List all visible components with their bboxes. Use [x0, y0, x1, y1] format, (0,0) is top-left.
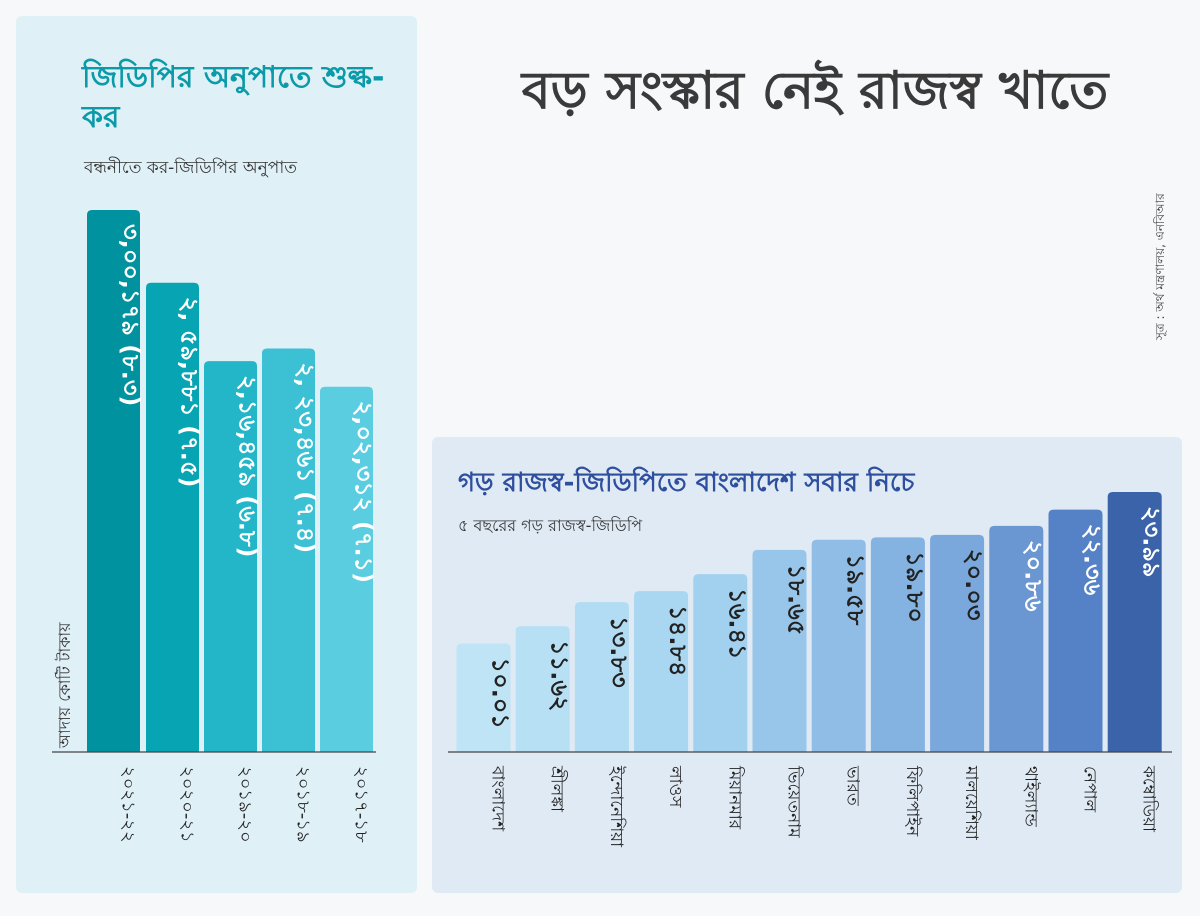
right-x-tick-4: মিয়ানমার — [724, 765, 745, 830]
right-bar-8 — [930, 534, 985, 752]
left-bar-label-0: ৩,০০,১৭৯ (৮.৩) — [117, 224, 145, 406]
right-bar-0 — [456, 643, 511, 752]
right-x-tick-11: কম্বোডিয়া — [1139, 765, 1160, 833]
right-bar-label-1: ১১.৬২ — [546, 640, 574, 711]
right-x-tick-8: মালয়েশিয়া — [961, 765, 982, 841]
right-bar-5 — [752, 549, 807, 752]
left-x-tick-3: ২০১৮-১৯ — [293, 766, 314, 843]
right-bar-label-0: ১০.০১ — [487, 658, 515, 729]
right-x-tick-7: ফিলিপাইন — [902, 765, 923, 837]
right-x-tick-0: বাংলাদেশ — [488, 765, 508, 832]
right-bar-11 — [1107, 492, 1162, 752]
left-x-tick-2: ২০১৯-২০ — [235, 766, 256, 843]
left-bar-label-4: ২,০২,৩১২ (৭.১) — [350, 401, 378, 583]
left-bar-0 — [87, 210, 140, 752]
left-bar-1 — [146, 282, 199, 752]
left-bar-4 — [320, 386, 373, 752]
right-x-tick-2: ইন্দোনেশিয়া — [606, 765, 627, 848]
right-bar-6 — [811, 539, 866, 752]
right-bar-label-7: ১৯.৮০ — [901, 551, 929, 622]
right-bar-label-10: ২২.৩৬ — [1079, 524, 1107, 596]
left-bar-label-2: ২,১৬,৪৫৯ (৬.৮) — [234, 375, 262, 557]
left-bar-3 — [262, 348, 315, 752]
right-x-tick-3: লাওস — [665, 765, 685, 808]
left-chart-title: জিডিপির অনুপাতে শুল্ক-কর — [82, 60, 385, 135]
right-bar-2 — [574, 602, 629, 752]
right-bar-label-11: ২৩.৯৯ — [1138, 506, 1166, 577]
right-x-tick-5: ভিয়েতনাম — [784, 765, 805, 838]
right-bar-label-4: ১৬.৪১ — [723, 588, 751, 659]
left-bar-label-3: ২, ২৩,৪৬১ (৭.৪) — [292, 363, 320, 554]
right-x-tick-10: নেপাল — [1080, 766, 1100, 813]
right-bar-label-6: ১৯.৫৮ — [842, 554, 870, 626]
right-chart-title: গড় রাজস্ব-জিডিপিতে বাংলাদেশ সবার নিচে — [458, 468, 915, 498]
right-bar-1 — [515, 626, 570, 752]
left-x-tick-1: ২০২০-২১ — [177, 766, 198, 843]
right-x-tick-9: থাইল্যান্ড — [1020, 766, 1040, 827]
page-title: বড় সংস্কার নেই রাজস্ব খাতে — [521, 61, 1109, 121]
right-bar-9 — [989, 525, 1044, 752]
right-bar-7 — [870, 537, 925, 752]
left-y-axis-label: আদায় কোটি টাকায় — [55, 622, 74, 749]
left-bar-2 — [204, 361, 257, 752]
right-bar-label-8: ২০.০৩ — [960, 549, 988, 621]
right-bar-10 — [1048, 509, 1103, 752]
left-chart-subtitle: বন্ধনীতে কর-জিডিপির অনুপাত — [84, 158, 298, 178]
left-bar-label-1: ২, ৫৯,৮৮১ (৭.৫) — [176, 297, 204, 488]
right-bar-label-9: ২০.৮৬ — [1019, 540, 1047, 612]
right-bar-label-2: ১৩.৮৩ — [605, 616, 633, 688]
right-x-tick-1: শ্রীলঙ্কা — [547, 765, 568, 813]
right-bar-3 — [634, 591, 689, 752]
right-chart-subtitle: ৫ বছরের গড় রাজস্ব-জিডিপি — [458, 516, 643, 535]
left-x-tick-4: ২০১৭-১৮ — [351, 766, 372, 843]
right-bar-4 — [693, 574, 748, 752]
left-x-tick-0: ২০২১-২২ — [118, 766, 139, 843]
right-bar-label-5: ১৮.৬৫ — [783, 564, 811, 635]
right-x-tick-6: ভারত — [843, 765, 863, 806]
right-bar-label-3: ১৪.৮৪ — [664, 605, 692, 676]
